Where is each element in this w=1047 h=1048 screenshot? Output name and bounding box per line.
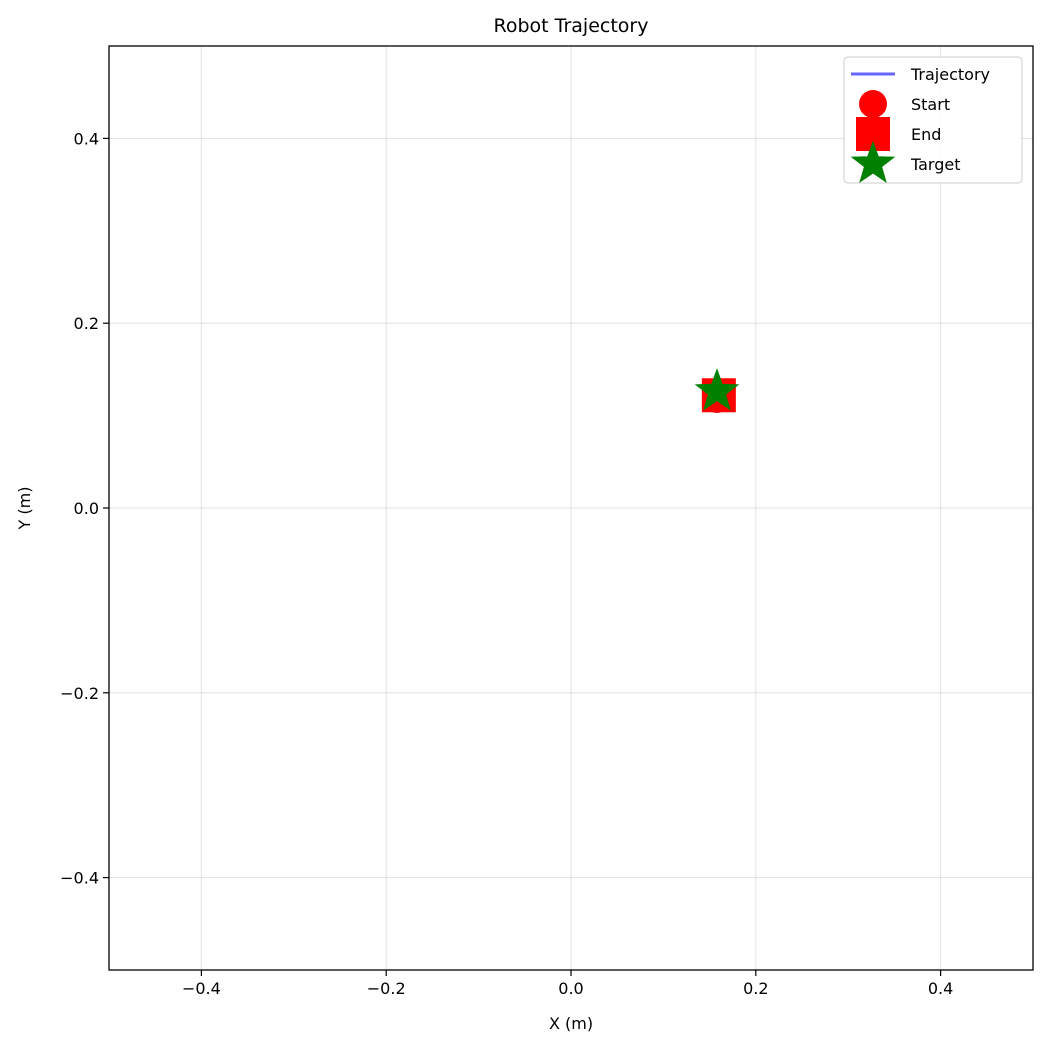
x-tick-label: 0.4 — [928, 979, 953, 998]
legend-label: End — [911, 125, 941, 144]
y-tick-label: 0.4 — [74, 129, 99, 148]
target-marker — [694, 368, 740, 411]
legend-label: Start — [911, 95, 950, 114]
y-axis-title: Y (m) — [15, 487, 34, 531]
legend-label: Trajectory — [910, 65, 990, 84]
x-tick-label: −0.2 — [367, 979, 406, 998]
legend-box — [843, 56, 1023, 184]
x-axis-title: X (m) — [549, 1014, 593, 1033]
x-tick-label: 0.2 — [743, 979, 768, 998]
chart-title: Robot Trajectory — [494, 15, 649, 37]
legend-start-swatch — [859, 90, 887, 118]
x-tick-label: 0.0 — [558, 979, 583, 998]
y-tick-label: −0.4 — [60, 869, 99, 888]
y-tick-label: −0.2 — [60, 684, 99, 703]
y-tick-label: 0.0 — [74, 499, 99, 518]
y-tick-label: 0.2 — [74, 314, 99, 333]
legend: Trajectory Start End Target — [843, 56, 1023, 184]
x-tick-label: −0.4 — [182, 979, 221, 998]
y-axis-ticks: −0.4 −0.2 0.0 0.2 0.4 — [60, 129, 109, 888]
legend-label: Target — [910, 155, 961, 174]
x-axis-ticks: −0.4 −0.2 0.0 0.2 0.4 — [182, 970, 953, 998]
plot-area — [694, 368, 740, 413]
legend-target-swatch — [850, 140, 896, 183]
